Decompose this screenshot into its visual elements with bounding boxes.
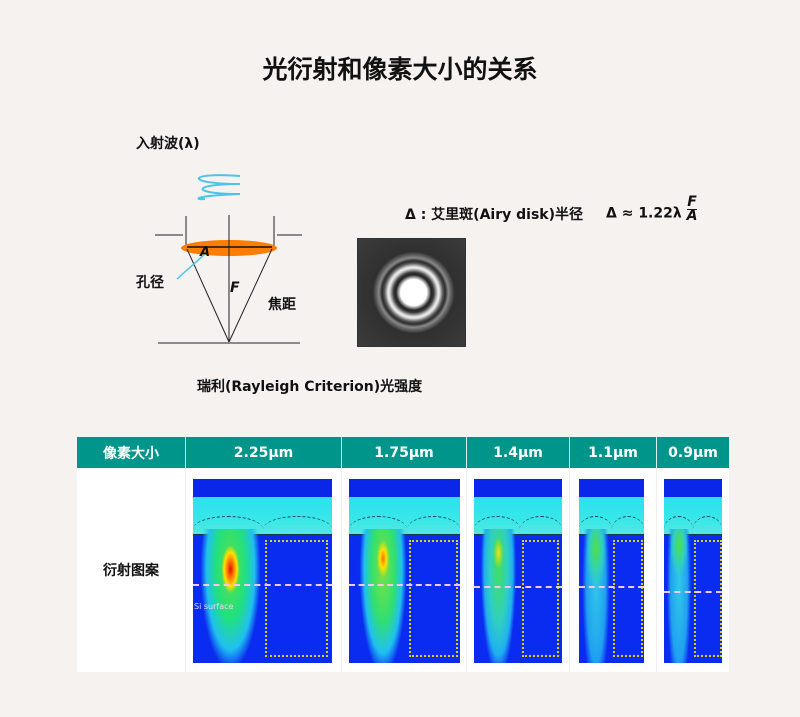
header-pixel-size: 像素大小	[77, 437, 186, 468]
focal-symbol: F	[230, 280, 240, 296]
formula-numerator: F	[686, 194, 698, 210]
header-col: 1.75μm	[341, 437, 467, 468]
formula-denominator: A	[686, 208, 698, 224]
header-col: 1.1μm	[569, 437, 657, 468]
pattern-cell	[341, 468, 467, 672]
diffraction-pattern-image	[664, 479, 722, 663]
diffraction-pattern-image	[474, 479, 562, 663]
si-surface-label: Si surface	[194, 602, 234, 612]
diffraction-table: 像素大小 2.25μm 1.75μm 1.4μm 1.1μm 0.9μm 衍射图…	[77, 437, 729, 672]
aperture-label: 孔径	[136, 275, 164, 291]
aperture-symbol: A	[200, 245, 211, 260]
row-label: 衍射图案	[77, 468, 186, 672]
formula-prefix: Δ ≈ 1.22λ	[606, 205, 682, 222]
focal-label: 焦距	[268, 297, 296, 313]
incident-wave-label: 入射波(λ)	[136, 136, 200, 152]
diffraction-pattern-image: Si surface	[193, 479, 332, 663]
header-col: 2.25μm	[185, 437, 342, 468]
header-col: 1.4μm	[466, 437, 570, 468]
airy-disk-image	[357, 238, 466, 347]
pattern-cell	[569, 468, 657, 672]
formula: Δ ≈ 1.22λ F A	[606, 195, 698, 224]
pattern-cell	[466, 468, 570, 672]
table-header-row: 像素大小 2.25μm 1.75μm 1.4μm 1.1μm 0.9μm	[77, 437, 729, 468]
diffraction-pattern-image	[349, 479, 460, 663]
table-row: 衍射图案 Si surface	[77, 468, 729, 672]
pattern-cell: Si surface	[185, 468, 342, 672]
wave-icon	[197, 174, 241, 201]
pattern-cell	[656, 468, 729, 672]
page-title: 光衍射和像素大小的关系	[262, 55, 538, 84]
diagram-caption: 瑞利(Rayleigh Criterion)光强度	[197, 379, 423, 395]
header-col: 0.9μm	[656, 437, 729, 468]
airy-label: Δ : 艾里斑(Airy disk)半径	[405, 207, 583, 223]
lens-diagram	[155, 174, 462, 344]
diffraction-pattern-image	[579, 479, 644, 663]
